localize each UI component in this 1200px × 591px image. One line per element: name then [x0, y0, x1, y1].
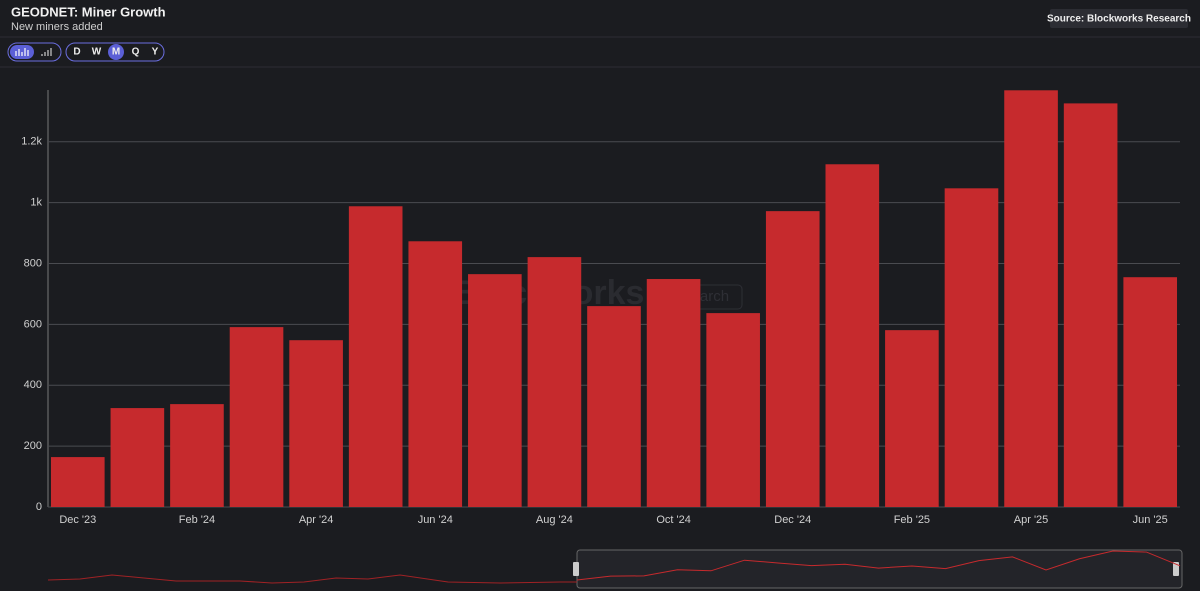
source-badge [1050, 9, 1188, 28]
bar [170, 404, 224, 507]
bar [646, 279, 701, 507]
y-tick-label: 1k [30, 197, 42, 209]
bar [885, 330, 939, 507]
interval-toggle[interactable] [65, 42, 165, 62]
x-tick-label: Apr '24 [299, 514, 334, 526]
interval-button[interactable]: D [73, 47, 80, 58]
navigator-line [576, 550, 1181, 581]
x-tick-label: Jun '25 [1133, 514, 1168, 526]
bar [765, 211, 820, 507]
chart-subtitle: New miners added [11, 21, 103, 33]
x-tick-label: Feb '24 [179, 514, 215, 526]
bar [587, 306, 641, 507]
x-tick-label: Dec '23 [59, 514, 96, 526]
x-tick-label: Apr '25 [1014, 514, 1049, 526]
bar-icon [15, 48, 29, 56]
navigator-history-line [47, 574, 577, 584]
bar [289, 340, 343, 507]
interval-button[interactable]: Y [152, 47, 159, 58]
y-tick-label: 1.2k [21, 136, 42, 148]
bar [229, 327, 284, 507]
x-tick-label: Aug '24 [536, 514, 573, 526]
chart-title: GEODNET: Miner Growth [11, 4, 166, 19]
line-type-icon[interactable] [41, 48, 52, 56]
y-tick-label: 200 [24, 440, 42, 452]
bar [825, 164, 880, 507]
bar [408, 241, 463, 507]
navigator-handle[interactable] [573, 562, 579, 576]
bar [468, 274, 522, 507]
bar [527, 257, 582, 507]
x-tick-label: Feb '25 [894, 514, 930, 526]
bar [110, 408, 165, 507]
y-tick-label: 800 [24, 257, 42, 269]
x-tick-label: Oct '24 [656, 514, 691, 526]
y-tick-label: 0 [36, 501, 42, 513]
bar [50, 457, 105, 507]
x-tick-label: Dec '24 [774, 514, 811, 526]
bar [1063, 103, 1118, 507]
navigator-handle[interactable] [1173, 562, 1179, 576]
interval-active[interactable] [108, 44, 124, 60]
interval-button[interactable]: W [92, 47, 102, 58]
interval-button[interactable]: Q [132, 47, 140, 58]
interval-button[interactable]: M [112, 47, 120, 58]
source-text: Source: Blockworks Research [1047, 14, 1191, 25]
x-tick-label: Jun '24 [418, 514, 453, 526]
bar [706, 313, 760, 507]
chart-type-toggle[interactable] [7, 42, 62, 62]
bar [348, 206, 403, 507]
bar [944, 188, 999, 507]
y-tick-label: 600 [24, 318, 42, 330]
bar [1123, 277, 1178, 507]
y-tick-label: 400 [24, 379, 42, 391]
bar [1004, 90, 1058, 507]
